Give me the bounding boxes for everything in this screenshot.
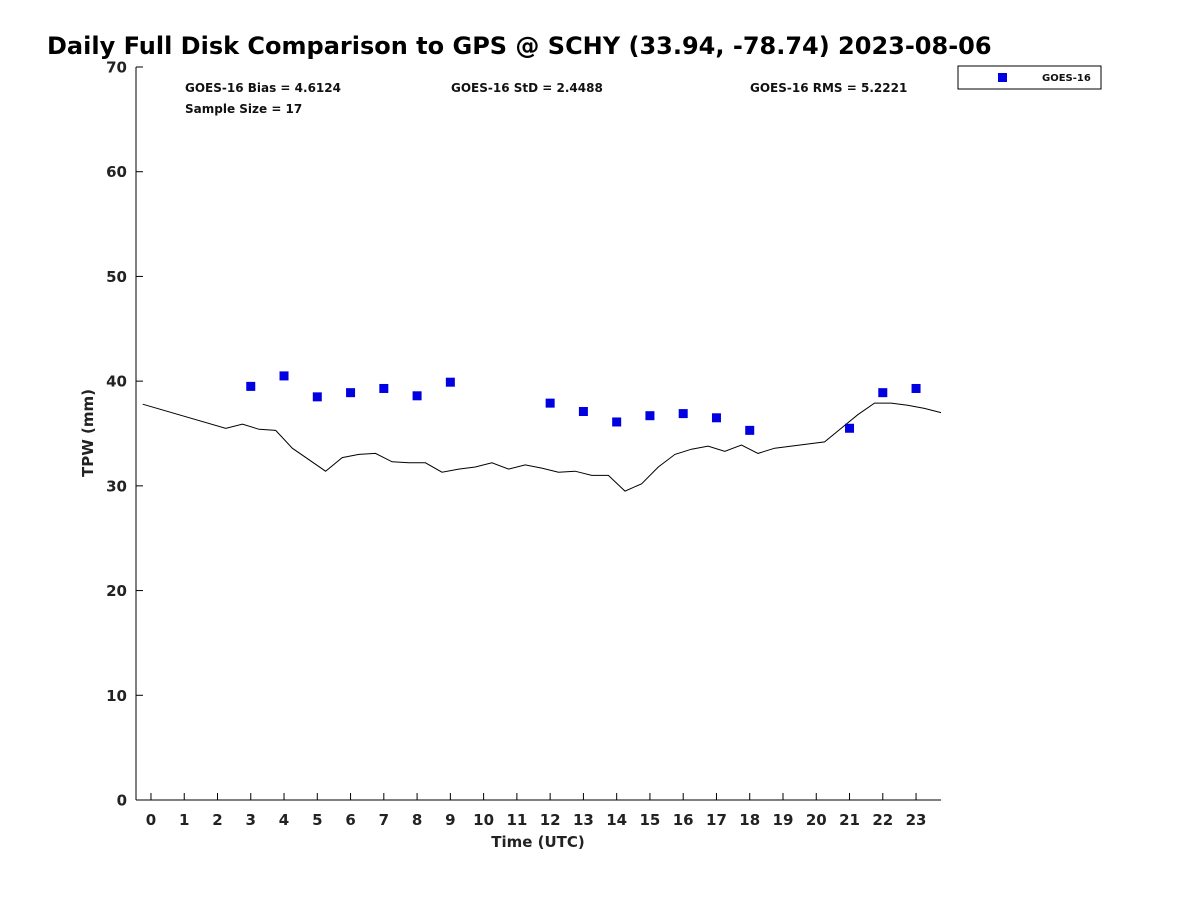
x-tick-label: 3 <box>246 811 256 829</box>
goes16-point <box>545 398 555 408</box>
x-tick-label: 22 <box>872 811 893 829</box>
goes16-point <box>246 381 256 391</box>
x-tick-label: 6 <box>345 811 355 829</box>
series-layer <box>142 371 942 492</box>
goes16-point <box>878 388 888 398</box>
y-axis-label: TPW (mm) <box>79 389 97 477</box>
x-tick-label: 13 <box>573 811 594 829</box>
x-tick-label: 9 <box>445 811 455 829</box>
goes16-point <box>312 392 322 402</box>
rms-stat: GOES-16 RMS = 5.2221 <box>750 81 907 95</box>
x-tick-label: 5 <box>312 811 322 829</box>
x-tick-label: 1 <box>179 811 189 829</box>
x-tick-label: 21 <box>839 811 860 829</box>
x-axis-label: Time (UTC) <box>491 833 585 851</box>
goes16-point <box>445 377 455 387</box>
goes16-point <box>279 371 289 381</box>
plot-area <box>136 67 941 800</box>
legend-box <box>957 65 1102 90</box>
y-tick-label: 70 <box>106 59 127 77</box>
goes16-point <box>379 383 389 393</box>
legend: GOES-16 <box>957 65 1102 90</box>
x-tick-label: 4 <box>279 811 289 829</box>
x-tick-label: 19 <box>773 811 794 829</box>
x-tick-label: 15 <box>639 811 660 829</box>
goes16-point <box>678 409 688 419</box>
y-tick-label: 10 <box>106 687 127 705</box>
x-axis: 0 1 2 3 4 5 6 7 8 9 10 11 12 13 14 15 16 17 18 19 20 21 22 23 <box>146 793 927 829</box>
y-tick-label: 60 <box>106 163 127 181</box>
y-tick-label: 50 <box>106 268 127 286</box>
std-stat: GOES-16 StD = 2.4488 <box>451 81 603 95</box>
goes16-point <box>911 383 921 393</box>
x-tick-label: 23 <box>906 811 927 829</box>
goes16-point <box>612 417 622 427</box>
x-tick-label: 18 <box>739 811 760 829</box>
x-tick-label: 10 <box>473 811 494 829</box>
y-tick-label: 0 <box>117 792 127 810</box>
x-tick-label: 0 <box>146 811 156 829</box>
x-tick-label: 11 <box>506 811 527 829</box>
chart-title: Daily Full Disk Comparison to GPS @ SCHY… <box>47 32 992 60</box>
x-tick-label: 17 <box>706 811 727 829</box>
legend-marker-square <box>998 73 1007 82</box>
y-axis: 0 10 20 30 40 50 60 70 <box>106 59 143 810</box>
legend-entry-goes16: GOES-16 <box>1042 73 1091 84</box>
x-tick-label: 20 <box>806 811 827 829</box>
x-tick-label: 7 <box>379 811 389 829</box>
goes16-point <box>412 391 422 401</box>
x-tick-label: 14 <box>606 811 627 829</box>
x-tick-label: 2 <box>212 811 222 829</box>
y-tick-label: 30 <box>106 477 127 495</box>
x-tick-label: 12 <box>540 811 561 829</box>
x-tick-label: 8 <box>412 811 422 829</box>
goes16-point <box>578 407 588 417</box>
y-tick-label: 40 <box>106 373 127 391</box>
gps-tpw-line <box>142 402 942 492</box>
goes16-point <box>346 388 356 398</box>
sample-size-stat: Sample Size = 17 <box>185 102 302 116</box>
bias-stat: GOES-16 Bias = 4.6124 <box>185 81 341 95</box>
goes16-point <box>711 413 721 423</box>
x-tick-label: 16 <box>673 811 694 829</box>
y-tick-label: 20 <box>106 582 127 600</box>
goes16-point <box>745 425 755 435</box>
goes16-point <box>645 411 655 421</box>
goes16-point <box>845 423 855 433</box>
